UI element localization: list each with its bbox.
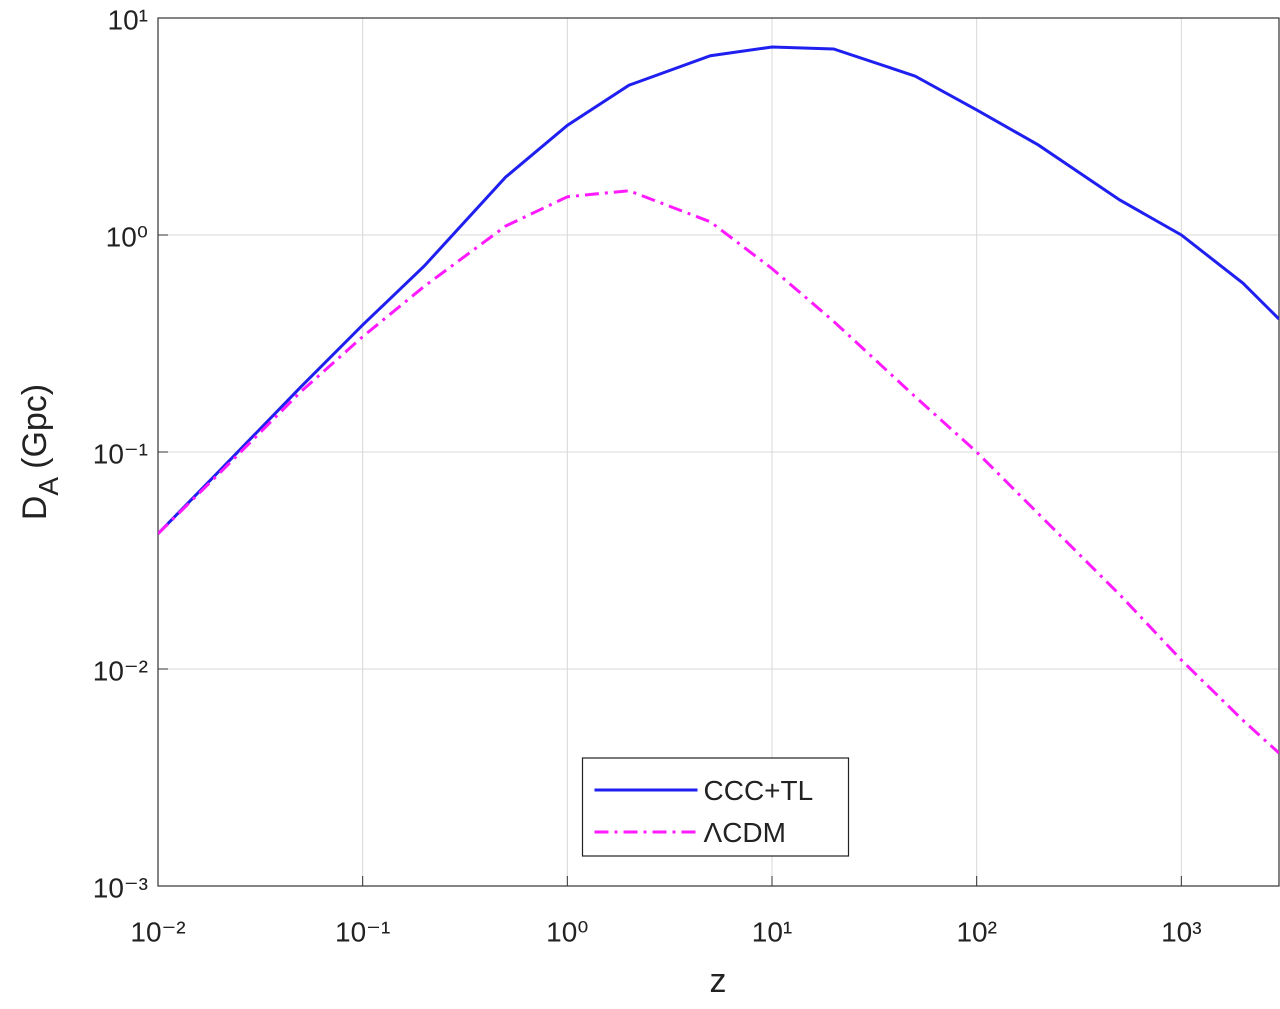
x-tick-label: 10⁻¹ [335,916,390,947]
series-line [158,45,1279,535]
x-tick-label: 10⁻² [130,916,185,947]
y-tick-label: 10⁰ [106,221,148,252]
x-tick-label: 10³ [1161,916,1201,947]
y-tick-label: 10⁻¹ [93,438,148,469]
y-axis-label: DA (Gpc) [16,384,64,520]
legend: CCC+TL ΛCDM [581,757,850,857]
y-tick-label: 10⁻³ [93,872,148,903]
x-tick-label: 10¹ [752,916,792,947]
legend-box [581,757,850,857]
y-label-main: D [16,496,54,521]
y-label-unit: (Gpc) [16,384,54,469]
series-line [158,189,1279,755]
y-tick-label: 10¹ [108,4,148,35]
x-tick-label: 10⁰ [546,916,588,947]
plot-frame [157,17,1280,887]
x-tick-label: 10² [956,916,996,947]
x-axis-label: z [710,962,727,1000]
y-label-sub: A [33,477,64,496]
y-tick-label: 10⁻² [93,655,148,686]
legend-label: CCC+TL [704,775,814,806]
legend-label: ΛCDM [704,817,786,848]
